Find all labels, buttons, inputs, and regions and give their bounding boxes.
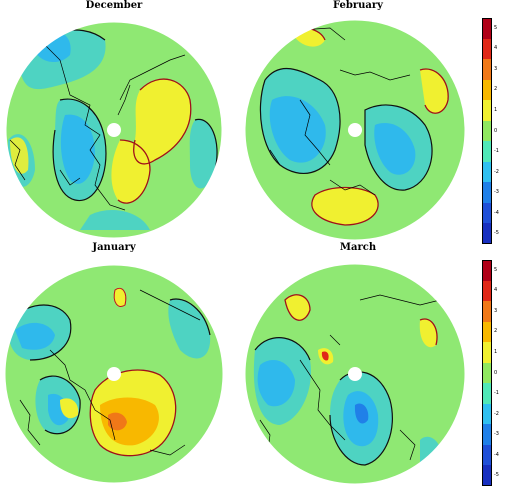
march-map: [245, 264, 465, 484]
colorbar-segment: [482, 260, 492, 282]
colorbar-segment: [482, 202, 492, 224]
colorbar-segment: [482, 301, 492, 323]
colorbar-tick-label: 1: [494, 348, 498, 355]
colorbar-tick-label: 2: [494, 86, 498, 93]
january-map: [5, 265, 223, 483]
colorbar-segment: [482, 383, 492, 405]
panel-title-january: January: [92, 242, 136, 253]
colorbar-tick-label: 3: [494, 65, 498, 72]
colorbar-segment: [482, 120, 492, 142]
colorbar-tick-label: 5: [494, 24, 498, 31]
colorbar-segment: [482, 79, 492, 101]
colorbar-segment: [482, 444, 492, 466]
colorbar-segment: [482, 161, 492, 183]
colorbar-tick-label: -5: [494, 472, 499, 479]
colorbar-tick-label: -1: [494, 148, 499, 155]
december-map: [6, 22, 222, 238]
panel-title-december: December: [85, 0, 143, 11]
colorbar-segment: [482, 424, 492, 446]
colorbar-segment: [482, 182, 492, 204]
colorbar-segment: [482, 342, 492, 364]
colorbar-segment: [482, 403, 492, 425]
colorbar-segment: [482, 100, 492, 122]
colorbar-tick-label: 4: [494, 287, 498, 294]
colorbar-bottom: 5 4 3 2 1 0 -1 -2 -3 -4 -5: [482, 258, 504, 494]
colorbar-tick-label: 0: [494, 127, 498, 134]
colorbar-tick-label: -3: [494, 431, 499, 438]
colorbar-tick-label: -4: [494, 209, 499, 216]
february-map: [245, 20, 465, 240]
colorbar-segment: [482, 18, 492, 40]
colorbar-segment: [482, 38, 492, 60]
colorbar-segment: [482, 321, 492, 343]
colorbar-segment: [482, 59, 492, 81]
panel-title-march: March: [339, 242, 377, 253]
colorbar-frame: [482, 260, 492, 486]
colorbar-segment: [482, 280, 492, 302]
colorbar-tick-label: -1: [494, 390, 499, 397]
colorbar-tick-label: -2: [494, 410, 499, 417]
colorbar-segment: [482, 141, 492, 163]
colorbar-tick-label: 4: [494, 45, 498, 52]
colorbar-tick-label: 1: [494, 106, 498, 113]
colorbar-tick-label: -5: [494, 230, 499, 237]
colorbar-tick-label: 0: [494, 369, 498, 376]
colorbar-tick-label: 2: [494, 328, 498, 335]
colorbar-tick-label: 5: [494, 266, 498, 273]
colorbar-segment: [482, 465, 492, 487]
colorbar-tick-label: 3: [494, 307, 498, 314]
colorbar-tick-label: -4: [494, 451, 499, 458]
colorbar-frame: [482, 18, 492, 244]
colorbar-tick-label: -2: [494, 168, 499, 175]
colorbar-top: 5 4 3 2 1 0 -1 -2 -3 -4 -5: [482, 16, 504, 252]
colorbar-tick-label: -3: [494, 189, 499, 196]
colorbar-segment: [482, 362, 492, 384]
panel-title-february: February: [332, 0, 383, 11]
colorbar-segment: [482, 223, 492, 245]
